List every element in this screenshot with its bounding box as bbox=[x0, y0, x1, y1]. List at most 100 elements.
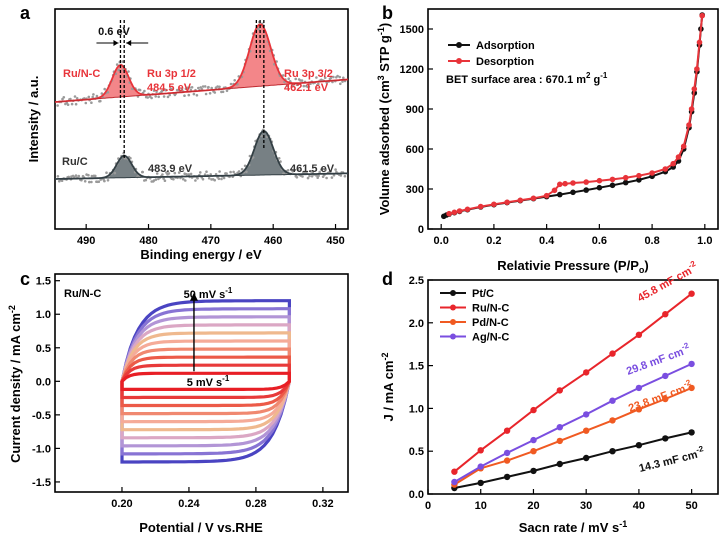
panel-c-ylabel: Current density / mA cm-2 bbox=[7, 305, 23, 463]
panel-b: b 0.0 0.2 0.4 0.6 0.8 1.0 0 300 600 900 1200 1500 R… bbox=[376, 3, 719, 275]
adsorption-point bbox=[622, 179, 629, 186]
desorption-point bbox=[464, 206, 471, 213]
x-tick-label: 30 bbox=[580, 500, 592, 512]
ru-c-data-point bbox=[113, 171, 117, 175]
ru-c-data-point bbox=[311, 170, 315, 174]
ru-c-data-point bbox=[240, 167, 244, 171]
pd-n-c-line bbox=[453, 386, 692, 486]
ru-c-data-point bbox=[199, 171, 202, 174]
y-tick-label: 0 bbox=[418, 224, 424, 236]
desorption-point bbox=[662, 166, 669, 172]
x-tick-label: 20 bbox=[527, 500, 539, 512]
ru-nc-data-point bbox=[66, 103, 70, 106]
desorption-point bbox=[491, 201, 497, 208]
y-tick-label: 0.0 bbox=[409, 489, 424, 501]
ru-c-data-point bbox=[296, 168, 300, 172]
pt-c-point bbox=[556, 460, 563, 468]
ru-nc-data-point bbox=[87, 95, 91, 99]
ru-n-c-point bbox=[583, 369, 590, 376]
scan-arrowhead bbox=[189, 292, 198, 301]
ru-nc-data-point bbox=[285, 84, 289, 88]
panel-c-frame bbox=[54, 273, 349, 493]
ru-c-data-point bbox=[187, 173, 191, 176]
ru-nc-data-point bbox=[336, 74, 339, 78]
ru-c-data-point bbox=[167, 172, 171, 175]
desorption-point bbox=[699, 12, 705, 19]
panel-b-frame bbox=[427, 8, 719, 230]
ru-c-data-point bbox=[74, 174, 78, 177]
slope-label: 29.8 mF cm-2 bbox=[624, 341, 693, 378]
pd-n-c-point bbox=[688, 384, 695, 392]
ru-nc-data-point bbox=[115, 63, 119, 66]
ru-c-data-point bbox=[301, 175, 304, 178]
pt-c-point bbox=[583, 454, 590, 462]
ru-c-data-point bbox=[87, 173, 90, 177]
ru-c-data-point bbox=[343, 174, 347, 178]
pd-n-c-point bbox=[503, 457, 511, 464]
ru-c-data-point bbox=[292, 169, 296, 173]
y-tick-label: 0.5 bbox=[409, 446, 424, 458]
desorption-point bbox=[691, 86, 698, 92]
ru-nc-data-point bbox=[92, 93, 95, 96]
y-tick-label: 900 bbox=[406, 104, 424, 116]
panel-b-xlabel: Relativie Pressure (P/Po) bbox=[497, 258, 648, 275]
ru-c-data-point bbox=[94, 174, 97, 178]
ru-c-data-point bbox=[329, 169, 332, 173]
ru-n-c-point bbox=[662, 311, 669, 318]
ru-nc-data-point bbox=[342, 76, 345, 80]
ag-n-c-point bbox=[503, 449, 511, 457]
ag-n-c-point bbox=[583, 411, 590, 418]
ru-nc-data-point bbox=[338, 75, 342, 79]
panel-c-scan-low: 5 mV s-1 bbox=[187, 374, 230, 389]
ru-n-c-line bbox=[453, 292, 693, 473]
ru-nc-data-point bbox=[332, 75, 335, 79]
ru-c-data-point bbox=[237, 170, 241, 173]
ru-c-data-point bbox=[222, 176, 226, 180]
ru-nc-data-point bbox=[199, 86, 202, 89]
desorption-point bbox=[675, 154, 682, 160]
ru-nc-data-point bbox=[323, 76, 327, 79]
x-tick-label: 470 bbox=[202, 235, 220, 247]
ru-c-data-point bbox=[317, 174, 320, 177]
ru-n-c-point bbox=[451, 468, 458, 475]
ru-nc-data-point bbox=[180, 87, 184, 90]
ru-c-data-point bbox=[182, 177, 185, 181]
ru-c-data-point bbox=[185, 173, 188, 176]
ru-c-data-point bbox=[205, 170, 208, 173]
pt-c-line bbox=[454, 431, 692, 489]
ru-c-data-point bbox=[330, 176, 334, 179]
ru-c-data-point bbox=[225, 172, 228, 175]
ru-n-c-point bbox=[530, 406, 537, 414]
x-tick-label: 450 bbox=[326, 235, 344, 247]
pt-c-point bbox=[688, 429, 695, 436]
y-tick-label: 1200 bbox=[400, 64, 424, 76]
ru-c-data-point bbox=[324, 168, 327, 171]
ru-c-data-point bbox=[318, 170, 322, 174]
pt-c-point bbox=[477, 479, 484, 487]
ru-nc-data-point bbox=[91, 95, 94, 99]
ru-c-data-point bbox=[184, 179, 187, 182]
adsorption-point bbox=[583, 187, 589, 193]
ru-nc-data-point bbox=[203, 85, 207, 88]
ru-c-data-point bbox=[248, 154, 252, 158]
ag-n-c-point bbox=[451, 478, 458, 486]
x-tick-label: 10 bbox=[475, 500, 487, 512]
ru-nc-data-point bbox=[302, 84, 306, 88]
panel-a-xlabel: Binding energy / eV bbox=[140, 247, 262, 262]
ru-c-data-point bbox=[320, 168, 323, 171]
ru-c-data-point bbox=[316, 176, 320, 179]
legend-marker bbox=[450, 304, 456, 311]
panel-c-sample-label: Ru/N-C bbox=[64, 288, 101, 300]
adsorption-point bbox=[636, 177, 642, 183]
ru-nc-data-point bbox=[162, 95, 166, 98]
panel-a-p32-value: 462.1 eV bbox=[284, 82, 329, 94]
ru-nc-data-point bbox=[188, 86, 191, 89]
ru-c-data-point bbox=[334, 168, 337, 171]
ag-n-c-point bbox=[688, 360, 695, 368]
panel-b-bet-text: BET surface area : 670.1 m2 g-1 bbox=[446, 71, 608, 86]
ru-nc-data-point bbox=[192, 92, 196, 96]
ru-n-c-point bbox=[635, 331, 643, 338]
ru-nc-data-point bbox=[195, 94, 199, 97]
desorption-point bbox=[609, 176, 616, 183]
panel-a-rc-peak2: 461.5 eV bbox=[290, 163, 335, 175]
